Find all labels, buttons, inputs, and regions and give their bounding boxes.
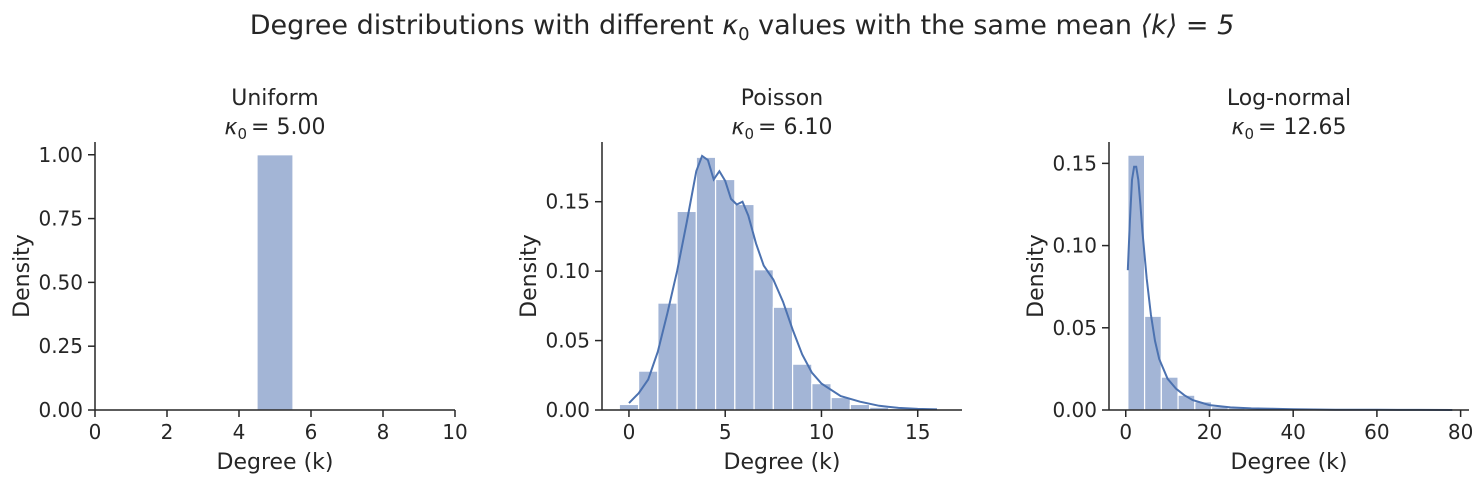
panel-2: 0 5 10 15 0.00 0.05 0.10 0.15 Degree (k) Density P… [517, 86, 962, 475]
kappa-value: = 12.65 [1258, 115, 1346, 140]
x-axis-label: Degree (k) [724, 450, 841, 475]
x-tick-label: 5 [719, 420, 732, 444]
histogram-bar [734, 203, 755, 411]
x-tick-label: 6 [305, 420, 318, 444]
x-tick-label: 60 [1364, 420, 1389, 444]
y-tick-label: 0.15 [1052, 151, 1097, 175]
x-tick-label: 4 [233, 420, 246, 444]
panel-3: 0 20 40 60 80 0.00 0.05 0.10 0.15 Degree (k) Densi… [1024, 86, 1473, 475]
figure-title-mean: ⟨k⟩ = 5 [1141, 10, 1235, 41]
kappa-subscript: 0 [745, 125, 755, 143]
histogram-bar [714, 178, 736, 411]
histogram-bar [657, 302, 678, 411]
y-tick-label: 1.00 [38, 143, 83, 167]
histogram-bar [791, 363, 813, 411]
x-tick-label: 0 [1119, 420, 1132, 444]
y-tick-label: 0.15 [545, 190, 590, 214]
y-tick-label: 0.10 [1052, 234, 1097, 258]
figure-title-kappa-sub: 0 [738, 24, 749, 45]
x-tick-label: 10 [809, 420, 834, 444]
y-axis-label: Density [10, 234, 35, 318]
subplot-title: Uniform [231, 86, 318, 111]
histogram-bar [830, 396, 851, 411]
y-tick-label: 0.00 [1052, 398, 1097, 422]
kappa-value: = 5.00 [251, 115, 325, 140]
subplot-kappa-label: κ0 = 5.00 [225, 115, 326, 143]
x-tick-label: 40 [1280, 420, 1305, 444]
histogram-bar [849, 403, 871, 411]
x-axis-label: Degree (k) [217, 450, 334, 475]
figure-title-kappa: κ [722, 10, 738, 41]
kde-line [628, 154, 938, 411]
kappa-symbol: κ [225, 115, 238, 140]
kappa-subscript: 0 [1245, 125, 1255, 143]
y-tick-label: 0.10 [545, 259, 590, 283]
x-tick-label: 2 [161, 420, 174, 444]
figure-title: Degree distributions with different κ0 v… [250, 10, 1235, 45]
y-tick-label: 0.50 [38, 270, 83, 294]
kappa-subscript: 0 [238, 125, 248, 143]
x-tick-label: 0 [89, 420, 102, 444]
figure-title-middle: values with the same mean [750, 10, 1141, 41]
y-tick-label: 0.00 [38, 398, 83, 422]
histogram-bar [676, 210, 697, 411]
x-tick-label: 15 [905, 420, 930, 444]
histogram-bar [753, 269, 774, 411]
histogram-bar [618, 403, 640, 411]
histogram-bar [256, 154, 294, 411]
y-tick-label: 0.00 [545, 398, 590, 422]
kappa-value: = 6.10 [758, 115, 832, 140]
histogram-bar [695, 156, 717, 411]
x-axis-label: Degree (k) [1231, 450, 1348, 475]
x-tick-label: 80 [1448, 420, 1473, 444]
y-tick-label: 0.05 [1052, 316, 1097, 340]
x-tick-label: 20 [1197, 420, 1222, 444]
figure-title-prefix: Degree distributions with different [250, 10, 723, 41]
kde-line [1126, 165, 1453, 411]
y-tick-label: 0.75 [38, 207, 83, 231]
subplot-kappa-label: κ0 = 6.10 [732, 115, 833, 143]
kappa-symbol: κ [1232, 115, 1245, 140]
y-tick-label: 0.05 [545, 329, 590, 353]
subplot-title: Log-normal [1227, 86, 1351, 111]
y-axis-label: Density [1024, 234, 1049, 318]
y-tick-label: 0.25 [38, 334, 83, 358]
subplot-kappa-label: κ0 = 12.65 [1232, 115, 1347, 143]
x-tick-label: 10 [442, 420, 467, 444]
panel-1: 0 2 4 6 8 10 0.00 0.25 0.50 0.75 1.00 Degree (k) Den… [10, 86, 468, 475]
x-tick-label: 8 [377, 420, 390, 444]
subplot-title: Poisson [741, 86, 823, 111]
x-tick-label: 0 [623, 420, 636, 444]
y-axis-label: Density [517, 234, 542, 318]
kappa-symbol: κ [732, 115, 745, 140]
